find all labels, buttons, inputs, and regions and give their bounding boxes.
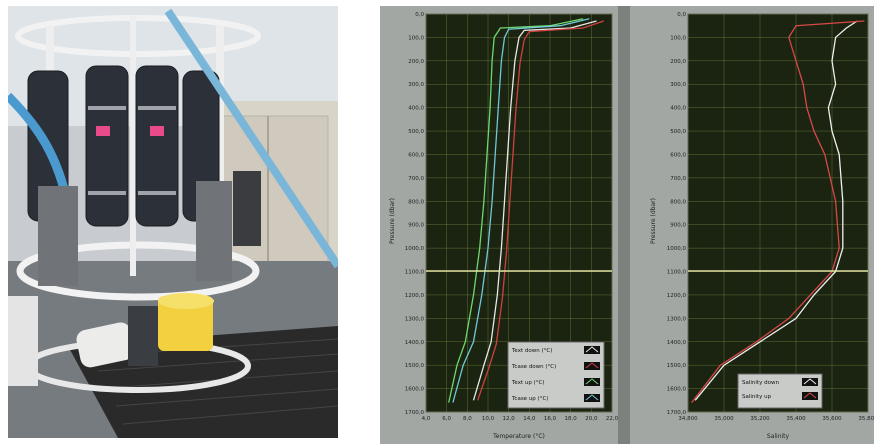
series-line-1 [472,20,597,401]
temperature-y-axis-label: Pressure (dbar) [389,198,396,244]
series-line-1 [694,20,858,401]
y-tick-label: 1200,0 [667,293,687,299]
salinity-legend: Salinity down Salinity up [737,373,823,409]
x-tick-label: 35,400 [786,416,806,422]
y-tick-label: 1400,0 [405,340,425,346]
x-tick-label: 20,0 [585,416,598,422]
panel-separator [618,6,630,444]
salinity-grid [687,13,869,413]
y-tick-label: 1100,0 [667,270,687,276]
x-tick-label: 16,0 [544,416,557,422]
ctd-profile-panel: 0,0 100,0 200,0 300,0 400,0 500,0 600,0 700,0 80… [380,6,874,444]
x-tick-label: 6,0 [442,416,451,422]
legend-line [585,362,599,369]
y-tick-label: 700,0 [670,176,686,182]
legend-line [585,346,599,353]
x-tick-label: 35,600 [822,416,842,422]
x-tick-label: 14,0 [523,416,536,422]
legend-line [803,378,817,385]
y-tick-label: 700,0 [408,176,424,182]
y-tick-label: 0,0 [415,12,424,18]
temperature-series [448,18,604,403]
legend-label: Tcase up (°C) [511,396,548,402]
legend-swatch [584,394,600,402]
y-tick-label: 1100,0 [405,270,425,276]
salinity-chart: 0,0 100,0 200,0 300,0 400,0 500,0 600,0 700,0 80… [630,6,874,444]
legend-label: Tcase down (°C) [511,364,556,370]
y-tick-label: 400,0 [670,106,686,112]
legend-swatch [584,378,600,386]
y-tick-label: 0,0 [677,12,686,18]
legend-swatch [802,378,818,386]
temperature-legend: Text down (°C) Tcase down (°C) Text up (°C… [507,341,605,409]
temperature-y-ticks: 0,0 100,0 200,0 300,0 400,0 500,0 600,0 700,0 80… [405,12,425,416]
x-tick-label: 22,0 [606,416,619,422]
x-tick-label: 8,0 [463,416,472,422]
y-tick-label: 1500,0 [405,363,425,369]
y-tick-label: 400,0 [408,106,424,112]
y-tick-label: 1600,0 [667,387,687,393]
x-tick-label: 18,0 [565,416,578,422]
y-tick-label: 600,0 [670,152,686,158]
salinity-x-axis-label: Salinity [767,433,790,440]
y-tick-label: 200,0 [408,59,424,65]
x-tick-label: 35,000 [714,416,734,422]
profile-plots: 0,0 100,0 200,0 300,0 400,0 500,0 600,0 700,0 80… [380,6,874,444]
series-line-2 [691,20,865,403]
legend-line [585,394,599,401]
y-tick-label: 100,0 [670,35,686,41]
legend-swatch [584,362,600,370]
legend-label: Salinity up [742,394,772,400]
x-tick-label: 12,0 [503,416,516,422]
y-tick-label: 300,0 [670,82,686,88]
ctd-rosette-photo [8,6,338,438]
legend-label: Text up (°C) [511,380,544,386]
series-line-3 [448,18,584,403]
legend-line [803,392,817,399]
series-line-2 [477,20,604,401]
salinity-plot-area [687,13,869,413]
y-tick-label: 1400,0 [667,340,687,346]
y-tick-label: 1000,0 [667,246,687,252]
x-tick-label: 35,200 [750,416,770,422]
x-tick-label: 4,0 [422,416,431,422]
legend-label: Salinity down [742,380,779,386]
legend-line [585,378,599,385]
y-tick-label: 1700,0 [667,410,687,416]
y-tick-label: 1000,0 [405,246,425,252]
salinity-x-ticks: 34,800 35,000 35,200 35,400 35,600 35,800 [678,416,874,422]
series-line-4 [452,18,590,403]
y-tick-label: 1200,0 [405,293,425,299]
x-tick-label: 35,800 [858,416,874,422]
y-tick-label: 500,0 [670,129,686,135]
y-tick-label: 200,0 [670,59,686,65]
salinity-series [691,20,865,403]
salinity-y-axis-label: Pressure (dbar) [650,198,657,244]
y-tick-label: 1300,0 [405,316,425,322]
y-tick-label: 1600,0 [405,387,425,393]
y-tick-label: 1300,0 [667,316,687,322]
y-tick-label: 800,0 [670,199,686,205]
y-tick-label: 1700,0 [405,410,425,416]
legend-swatch [584,346,600,354]
y-tick-label: 500,0 [408,129,424,135]
y-tick-label: 100,0 [408,35,424,41]
temperature-chart: 0,0 100,0 200,0 300,0 400,0 500,0 600,0 700,0 80… [380,6,619,444]
y-tick-label: 300,0 [408,82,424,88]
legend-swatch [802,392,818,400]
y-tick-label: 900,0 [408,223,424,229]
salinity-y-ticks: 0,0 100,0 200,0 300,0 400,0 500,0 600,0 700,0 80… [667,12,687,416]
temperature-x-ticks: 4,0 6,0 8,0 10,0 12,0 14,0 16,0 18,0 20,0 22,0 [422,416,619,422]
y-tick-label: 900,0 [670,223,686,229]
y-tick-label: 600,0 [408,152,424,158]
y-tick-label: 1500,0 [667,363,687,369]
x-tick-label: 34,800 [678,416,698,422]
legend-label: Text down (°C) [511,348,552,354]
x-tick-label: 10,0 [482,416,495,422]
temperature-x-axis-label: Temperature (°C) [492,433,545,440]
y-tick-label: 800,0 [408,199,424,205]
